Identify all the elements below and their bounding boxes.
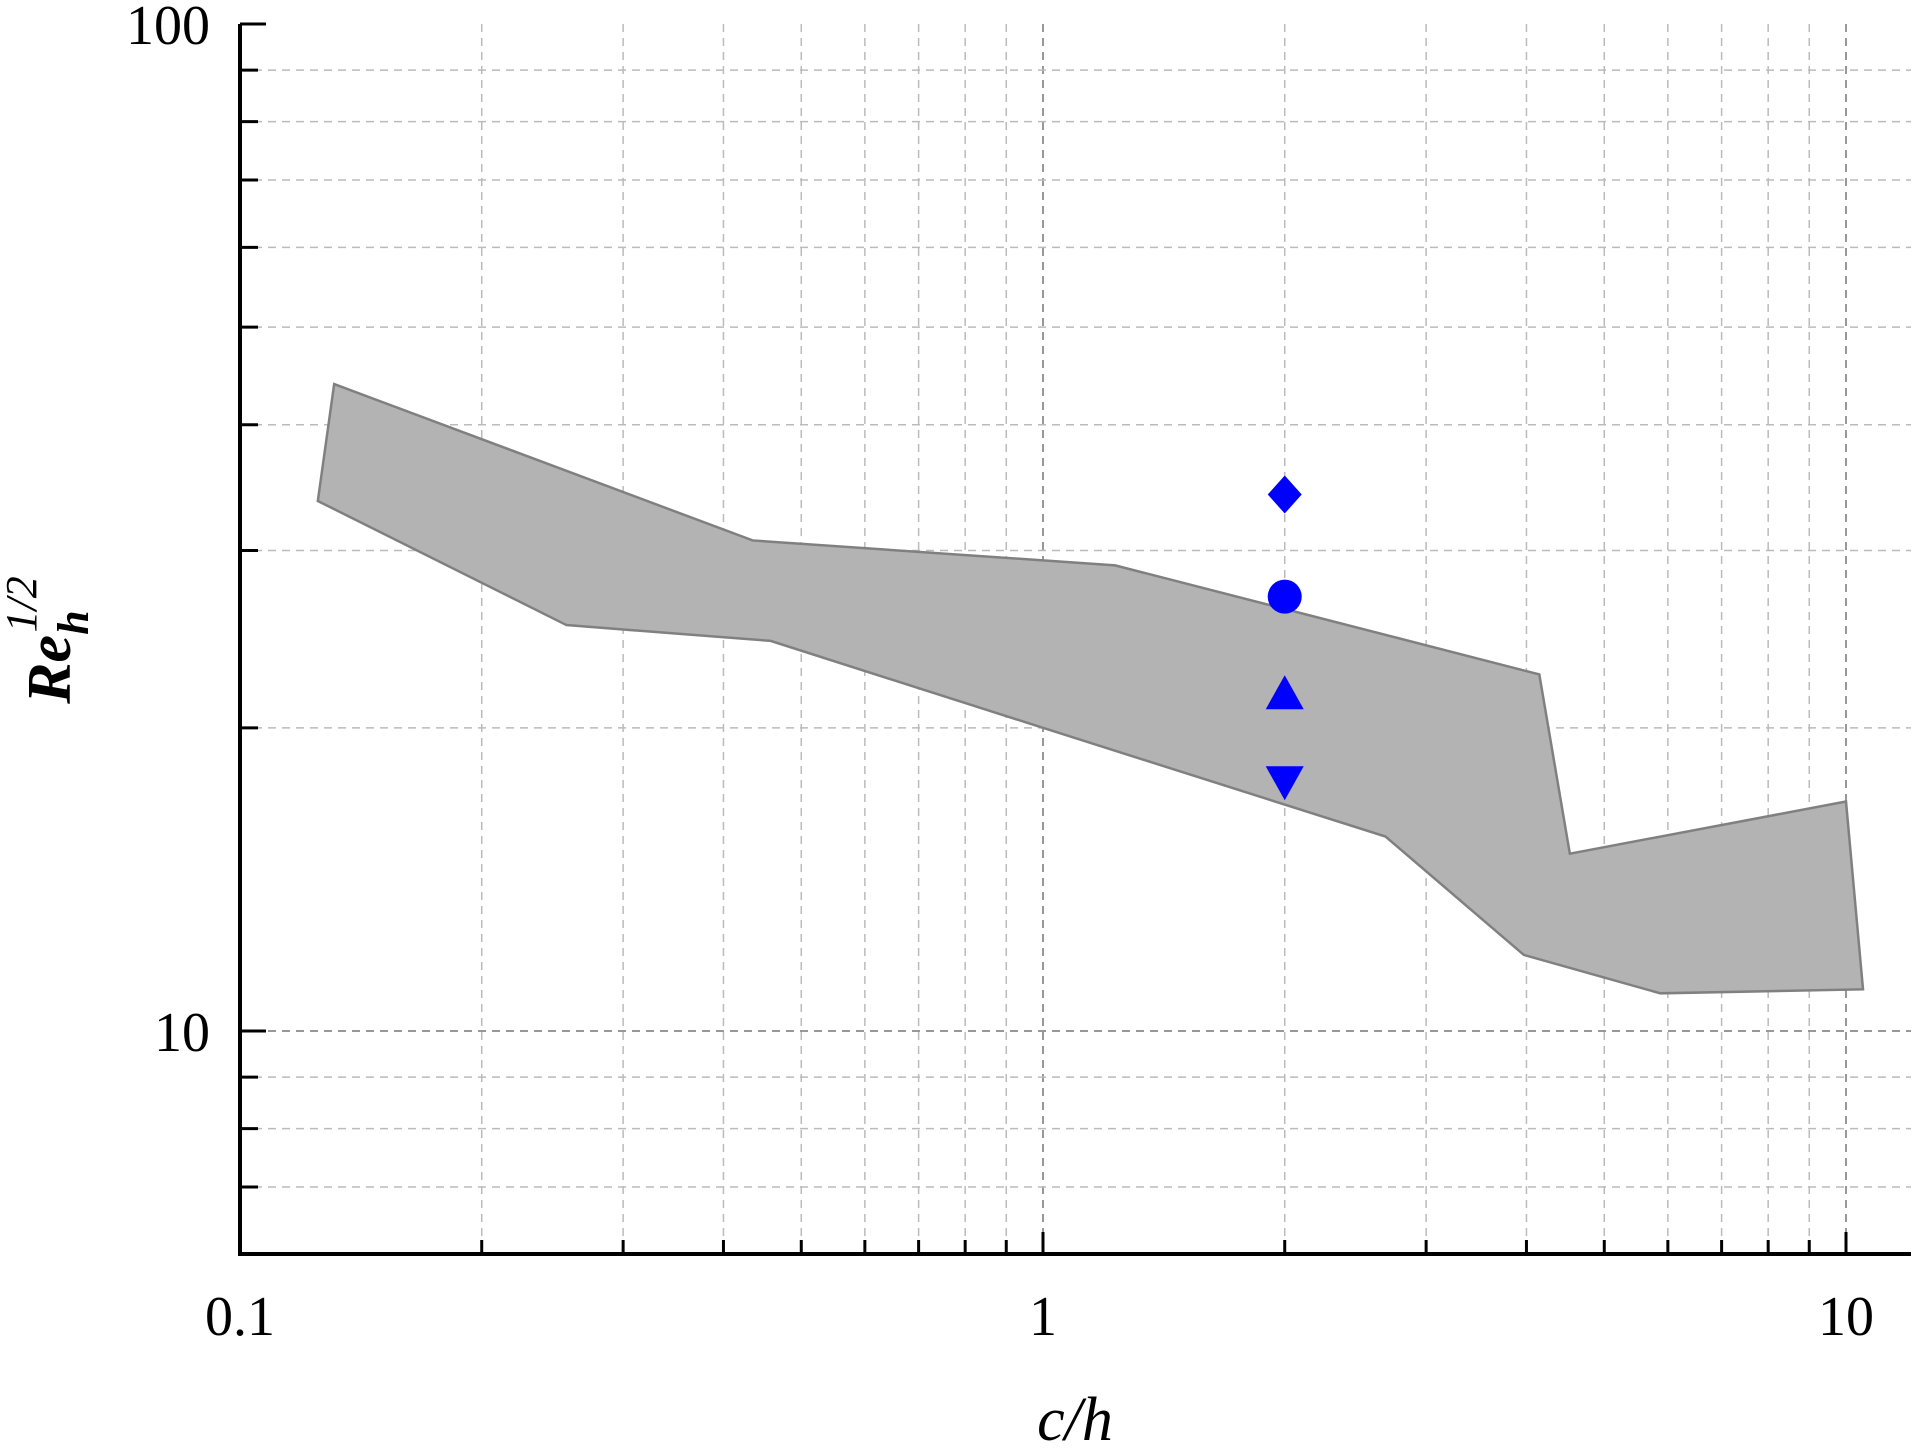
circle-marker: [1267, 579, 1302, 614]
axes: [238, 22, 1911, 1256]
band-layer: [316, 382, 1865, 995]
tick-labels: 0.1 1 10 10 100: [126, 0, 1874, 1348]
triangle-down-marker: [1265, 766, 1304, 801]
x-axis-label: c/h: [1037, 1386, 1113, 1454]
x-tick-label: 0.1: [205, 1286, 275, 1348]
x-tick-label: 10: [1818, 1286, 1874, 1348]
shaded-band: [316, 382, 1865, 995]
axis-lines: [238, 24, 1911, 1256]
x-tick-label: 1: [1029, 1286, 1057, 1348]
diamond-marker: [1267, 475, 1302, 514]
y-tick-label: 100: [126, 0, 210, 57]
triangle-up-marker: [1265, 675, 1304, 710]
y-tick-label: 10: [154, 1002, 210, 1064]
markers-layer: [1265, 475, 1304, 801]
y-axis-label: Reh1/2: [0, 576, 98, 705]
grid: [240, 24, 1911, 1254]
